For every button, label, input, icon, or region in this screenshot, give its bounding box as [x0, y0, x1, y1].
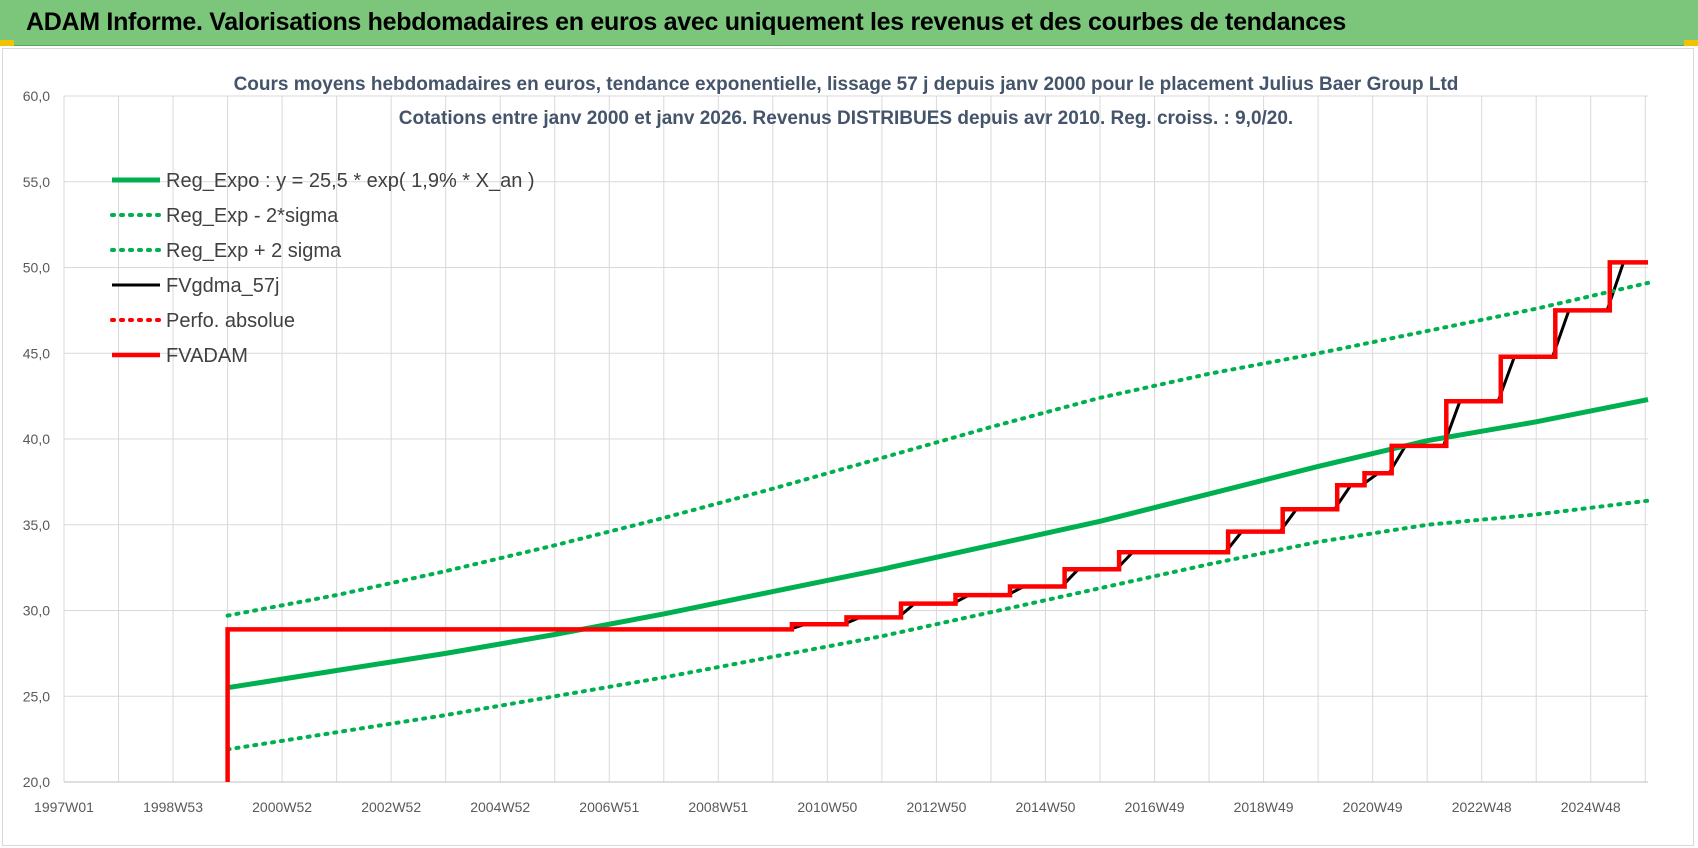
x-tick-label: 2012W50: [906, 799, 966, 815]
x-tick-label: 2020W49: [1343, 799, 1403, 815]
y-tick-label: 55,0: [23, 174, 50, 190]
x-tick-label: 2014W50: [1016, 799, 1076, 815]
series-line-3: [226, 260, 1648, 782]
x-tick-label: 2018W49: [1234, 799, 1294, 815]
legend-entry: FVADAM: [166, 345, 248, 367]
legend-entry: FVgdma_57j: [166, 275, 279, 297]
x-tick-label: 2008W51: [688, 799, 748, 815]
legend-entry: Reg_Expo : y = 25,5 * exp( 1,9% * X_an ): [166, 170, 535, 192]
y-tick-label: 20,0: [23, 774, 50, 790]
y-tick-label: 45,0: [23, 345, 50, 361]
legend: Reg_Expo : y = 25,5 * exp( 1,9% * X_an )…: [110, 170, 535, 367]
x-tick-label: 2004W52: [470, 799, 530, 815]
legend-entry: Reg_Exp + 2 sigma: [166, 240, 342, 262]
series-line-2: [225, 280, 1650, 618]
chart-title: Cours moyens hebdomadaires en euros, ten…: [234, 74, 1459, 95]
series-line-5: [225, 260, 1648, 782]
y-tick-label: 40,0: [23, 431, 50, 447]
chart-subtitle: Cotations entre janv 2000 et janv 2026. …: [399, 108, 1293, 129]
x-tick-label: 2000W52: [252, 799, 312, 815]
x-axis-ticks: 1997W01 1998W53 2000W52 2002W52 2004W52 2006W…: [34, 799, 1621, 815]
x-tick-label: 2016W49: [1125, 799, 1185, 815]
y-tick-label: 35,0: [23, 517, 50, 533]
x-tick-label: 1997W01: [34, 799, 94, 815]
y-tick-label: 60,0: [23, 88, 50, 104]
y-tick-label: 50,0: [23, 260, 50, 276]
report-title: ADAM Informe. Valorisations hebdomadaire…: [26, 8, 1347, 36]
y-tick-label: 25,0: [23, 688, 50, 704]
series-line-1: [225, 498, 1650, 752]
series-group: [225, 260, 1650, 782]
x-tick-label: 2002W52: [361, 799, 421, 815]
legend-entry: Reg_Exp - 2*sigma: [166, 205, 339, 227]
report-header-banner: ADAM Informe. Valorisations hebdomadaire…: [0, 0, 1698, 46]
x-tick-label: 2010W50: [797, 799, 857, 815]
corner-marker-left: [0, 40, 14, 46]
grid-lines: [63, 95, 1648, 783]
x-tick-label: 2024W48: [1561, 799, 1621, 815]
y-tick-label: 30,0: [23, 603, 50, 619]
x-tick-label: 2006W51: [579, 799, 639, 815]
legend-entry: Perfo. absolue: [166, 310, 295, 332]
y-axis-ticks: 20,0 25,0 30,0 35,0 40,0 45,0 50,0 55,0 60,0: [23, 88, 50, 790]
x-tick-label: 2022W48: [1452, 799, 1512, 815]
x-tick-label: 1998W53: [143, 799, 203, 815]
corner-marker-right: [1684, 40, 1698, 46]
